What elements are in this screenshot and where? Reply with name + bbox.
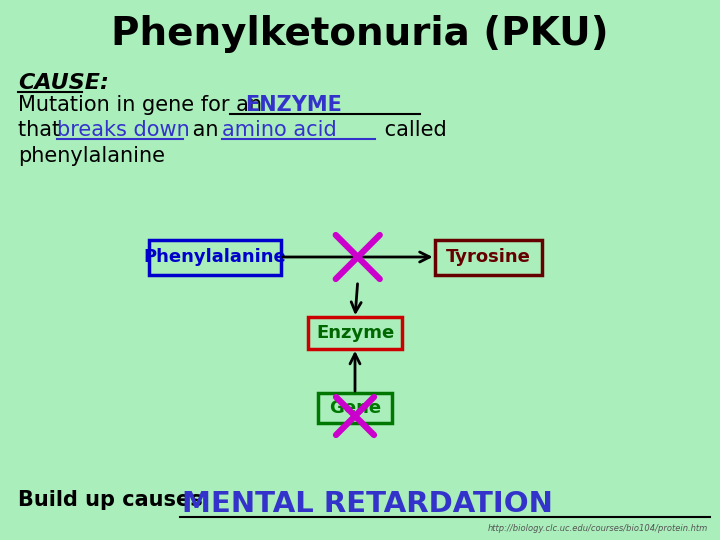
Text: Phenylalanine: Phenylalanine [143, 248, 287, 266]
Text: Gene: Gene [329, 399, 381, 417]
Text: called: called [378, 120, 446, 140]
Text: amino acid: amino acid [222, 120, 337, 140]
Text: MENTAL RETARDATION: MENTAL RETARDATION [182, 490, 553, 518]
FancyBboxPatch shape [149, 240, 281, 274]
FancyBboxPatch shape [308, 317, 402, 349]
Text: http://biology.clc.uc.edu/courses/bio104/protein.htm: http://biology.clc.uc.edu/courses/bio104… [487, 524, 708, 533]
Text: Build up causes: Build up causes [18, 490, 210, 510]
Text: Enzyme: Enzyme [316, 324, 394, 342]
Text: Mutation in gene for an: Mutation in gene for an [18, 95, 275, 115]
Text: Tyrosine: Tyrosine [446, 248, 531, 266]
Text: an: an [186, 120, 225, 140]
FancyBboxPatch shape [434, 240, 541, 274]
Text: breaks down: breaks down [57, 120, 190, 140]
FancyBboxPatch shape [318, 393, 392, 423]
Text: ENZYME: ENZYME [245, 95, 342, 115]
Text: Phenylketonuria (PKU): Phenylketonuria (PKU) [111, 15, 609, 53]
Text: phenylalanine: phenylalanine [18, 146, 165, 166]
Text: that: that [18, 120, 67, 140]
Text: CAUSE:: CAUSE: [18, 73, 109, 93]
